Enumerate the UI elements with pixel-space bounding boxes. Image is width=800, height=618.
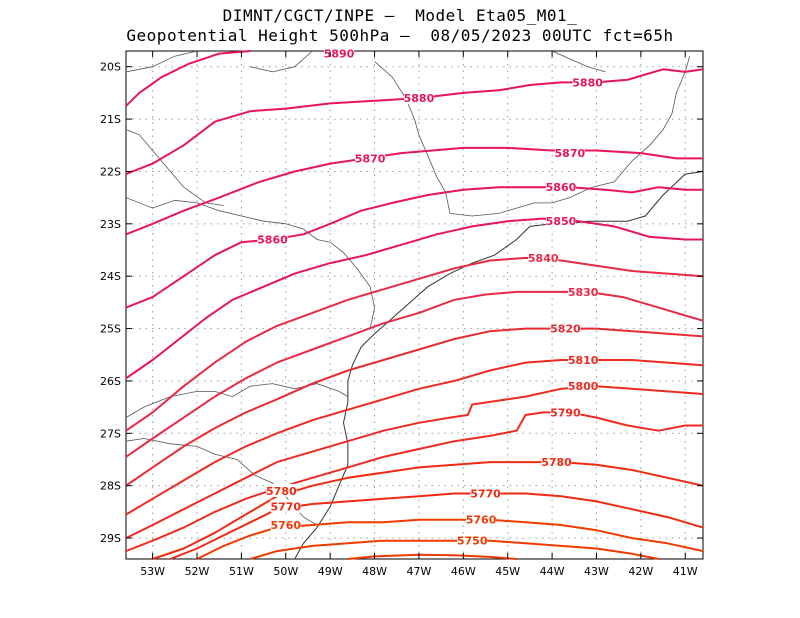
contour-label-bg <box>324 46 355 60</box>
contour-label: 5860 <box>257 234 288 247</box>
lat-tick-label: 21S <box>100 113 121 126</box>
contour-label-bg <box>545 214 576 228</box>
contour-label-bg <box>568 284 599 298</box>
contour-label: 5750 <box>457 535 488 548</box>
state-boundary <box>125 197 376 329</box>
contour-line-5860 <box>125 186 703 309</box>
contour-label-bg <box>550 405 581 419</box>
chart-title-line2: Geopotential Height 500hPa – 08/05/2023 … <box>126 26 674 45</box>
lon-tick-label: 50W <box>273 565 298 578</box>
contour-label-bg <box>355 151 386 165</box>
state-boundary <box>374 56 691 217</box>
contour-label-bg <box>270 517 301 531</box>
contour-line-5790 <box>125 411 703 553</box>
lon-tick-label: 43W <box>584 565 609 578</box>
lon-tick-label: 49W <box>318 565 343 578</box>
state-boundary <box>125 50 198 73</box>
contour-label-bg <box>266 483 297 497</box>
contour-label-bg <box>550 321 581 335</box>
contour-line-5830 <box>125 290 704 458</box>
geography-lines <box>125 50 704 560</box>
contour-line-5850 <box>125 217 703 380</box>
contour-label: 5890 <box>324 48 355 61</box>
contour-line-5800 <box>125 385 704 539</box>
contour-label-bg <box>545 180 576 194</box>
lon-tick-label: 53W <box>140 565 165 578</box>
contour-label: 5760 <box>466 514 497 527</box>
contour-label: 5840 <box>528 252 559 265</box>
map-frame <box>125 50 704 560</box>
contour-label: 5780 <box>266 485 297 498</box>
contour-label-bg <box>568 352 599 366</box>
contour-label: 5830 <box>568 286 599 299</box>
contour-line-5750 <box>250 539 659 560</box>
contour-label-bg <box>470 486 501 500</box>
axis-ticks: 53W 52W 51W 50W 49W 48W 47W 46W 45W 44W 43W 42W 41W 2… <box>100 51 703 578</box>
contour-label: 5850 <box>546 215 577 228</box>
contour-line-5760 <box>196 518 704 560</box>
contour-label-bg <box>270 499 301 513</box>
lat-tick-label: 25S <box>100 323 121 336</box>
contour-label: 5880 <box>404 92 435 105</box>
lat-tick-label: 27S <box>100 427 121 440</box>
lon-tick-label: 47W <box>407 565 432 578</box>
lon-tick-label: 51W <box>229 565 254 578</box>
contour-label-bg <box>457 533 488 547</box>
contour-label: 5790 <box>550 406 581 419</box>
contour-line-5810 <box>125 359 704 516</box>
state-boundary <box>551 50 606 73</box>
contour-line-5770 <box>170 492 704 560</box>
lon-tick-label: 45W <box>495 565 520 578</box>
grid-lines <box>126 51 703 559</box>
lat-tick-label: 22S <box>100 165 121 178</box>
contour-label: 5770 <box>470 488 501 501</box>
lat-tick-label: 28S <box>100 480 121 493</box>
lat-tick-label: 23S <box>100 218 121 231</box>
lon-tick-label: 44W <box>540 565 565 578</box>
contour-label: 5800 <box>568 380 599 393</box>
contour-line-5780 <box>152 461 704 560</box>
lon-tick-label: 48W <box>362 565 387 578</box>
contour-label-bg <box>257 232 288 246</box>
lon-tick-label: 52W <box>185 565 210 578</box>
lon-tick-label: 42W <box>628 565 653 578</box>
lon-tick-label: 41W <box>673 565 698 578</box>
contour-label: 5770 <box>270 501 301 514</box>
lat-tick-label: 20S <box>100 61 121 74</box>
state-boundary <box>125 383 349 418</box>
contour-line-5890 <box>125 50 251 107</box>
contour-label-bg <box>403 91 434 105</box>
lat-tick-label: 29S <box>100 532 121 545</box>
contour-lines: 5890 5880 5880 5870 5870 5860 5860 5850 5840 5830… <box>125 46 704 560</box>
contour-label: 5810 <box>568 354 599 367</box>
contour-line-5840 <box>125 256 704 432</box>
contour-line-5820 <box>125 327 704 487</box>
lon-tick-label: 46W <box>451 565 476 578</box>
lat-tick-label: 26S <box>100 375 121 388</box>
contour-label: 5880 <box>572 76 603 89</box>
chart-title-line1: DIMNT/CGCT/INPE – Model Eta05_M01_ <box>222 6 578 25</box>
contour-label: 5870 <box>355 152 386 165</box>
lat-tick-label: 24S <box>100 270 121 283</box>
contour-label: 5870 <box>555 147 586 160</box>
contour-label-bg <box>528 250 559 264</box>
contour-label-bg <box>466 512 497 526</box>
contour-line-5880 <box>125 68 704 176</box>
contour-label-bg <box>554 146 585 160</box>
contour-label-bg <box>568 379 599 393</box>
contour-label: 5860 <box>546 181 577 194</box>
contour-label: 5780 <box>541 456 572 469</box>
contour-label-bg <box>541 455 572 469</box>
contour-label: 5820 <box>550 323 581 336</box>
contour-label-bg <box>572 75 603 89</box>
state-boundary <box>250 50 313 73</box>
contour-line-5740 <box>347 553 517 560</box>
contour-label: 5760 <box>270 519 301 532</box>
contour-line-5870 <box>125 146 703 236</box>
